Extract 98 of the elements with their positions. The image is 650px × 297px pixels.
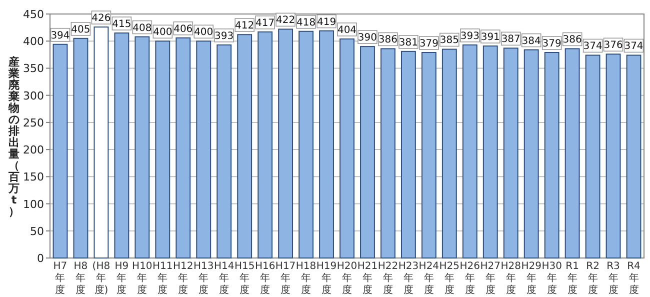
x-tick-label: H8年度: [74, 261, 88, 296]
y-tick-label: 350: [23, 62, 44, 76]
data-label: 379: [542, 38, 562, 50]
data-label: 374: [624, 41, 644, 52]
data-label: 408: [132, 22, 152, 34]
bar: [442, 48, 457, 258]
bar: [114, 32, 130, 258]
bar: [585, 54, 600, 258]
data-label: 393: [460, 30, 480, 42]
x-tick-label: H22年度: [378, 261, 398, 296]
x-tick-label: H9年度: [114, 261, 129, 296]
bar: [626, 54, 642, 258]
bar: [94, 26, 109, 258]
bar: [606, 54, 621, 258]
x-tick-label: H27年度: [480, 261, 501, 296]
bar: [319, 30, 334, 258]
data-label: 376: [604, 40, 623, 52]
data-label: 381: [398, 37, 418, 48]
bar: [462, 44, 478, 258]
data-label: 405: [71, 24, 90, 36]
x-tick-label: R2年度: [586, 261, 600, 296]
x-tick-label: H19年度: [316, 261, 337, 296]
x-tick-label: H14年度: [214, 261, 234, 296]
bar: [258, 31, 273, 258]
data-label: 426: [92, 13, 111, 24]
x-tick-label: H29年度: [521, 261, 542, 296]
y-tick-label: 0: [37, 252, 44, 265]
bar: [278, 28, 294, 258]
data-label: 391: [480, 32, 500, 43]
data-label: 422: [276, 15, 296, 26]
x-tick-label: H30年度: [542, 261, 562, 296]
bar: [400, 50, 416, 258]
x-tick-label: H21年度: [357, 261, 378, 296]
data-label: 390: [358, 32, 378, 44]
x-tick-label: H11年度: [152, 261, 173, 296]
data-label: 384: [522, 36, 541, 47]
y-tick-label: 100: [23, 198, 44, 211]
bar: [503, 48, 518, 258]
data-label: 386: [378, 34, 398, 46]
bar: [524, 49, 539, 258]
x-tick-label: H12年度: [173, 261, 194, 296]
x-tick-label: H16年度: [254, 261, 276, 296]
data-label: 385: [440, 35, 459, 46]
y-tick-label: 250: [23, 116, 44, 130]
bar: [482, 45, 498, 258]
y-tick-label: 300: [23, 89, 44, 102]
y-tick-label: 450: [23, 8, 44, 21]
data-label: 400: [194, 27, 214, 38]
data-label: 400: [153, 27, 172, 38]
x-tick-label: R3年度: [606, 261, 620, 296]
bar: [134, 36, 150, 258]
data-label: 415: [112, 18, 132, 30]
x-tick-label: H20年度: [336, 261, 358, 296]
text: 産業廃棄物の排出量（百万t）: [8, 55, 20, 218]
data-label: 374: [583, 41, 602, 52]
x-tick-label: H13年度: [193, 261, 214, 296]
bar: [298, 30, 314, 258]
x-tick-label: H25年度: [439, 261, 460, 296]
x-tick-label: R4年度: [627, 261, 640, 296]
bar: [196, 40, 212, 258]
data-label: 393: [214, 30, 234, 42]
bar: [176, 37, 191, 258]
bar: [52, 44, 68, 258]
data-label: 386: [562, 34, 582, 46]
bar: [237, 34, 252, 258]
bar: [544, 52, 560, 258]
data-label: 418: [296, 17, 316, 28]
data-label: 379: [419, 38, 438, 50]
x-tick-label: H26年度: [460, 261, 480, 296]
x-tick-label: H24年度: [418, 261, 440, 296]
bar: [340, 38, 354, 258]
bar: [155, 40, 170, 258]
data-label: 417: [256, 18, 275, 29]
bar: [380, 48, 396, 258]
x-tick-label: H17年度: [275, 261, 296, 296]
data-label: 404: [337, 24, 357, 36]
bar: [360, 46, 375, 258]
data-label: 419: [316, 16, 336, 28]
x-tick-label: H15年度: [234, 261, 255, 296]
data-label: 387: [501, 34, 520, 46]
x-tick-label: H10年度: [132, 261, 152, 296]
x-tick-label: H18年度: [296, 261, 316, 296]
x-tick-label: H23年度: [398, 261, 419, 296]
data-label: 406: [174, 24, 193, 35]
y-tick-label: 200: [23, 144, 44, 157]
bar: [73, 38, 88, 258]
x-tick-label: H7年度: [53, 261, 68, 296]
y-tick-label: 400: [23, 35, 44, 48]
y-tick-label: 150: [23, 170, 44, 184]
x-tick-label: R1年度: [566, 261, 579, 296]
bar: [564, 48, 580, 258]
y-tick-label: 50: [30, 224, 44, 238]
x-tick-label: H28年度: [500, 261, 521, 296]
x-tick-label: (H8年度): [92, 261, 110, 296]
data-label: 394: [50, 30, 70, 42]
bar: [216, 44, 232, 258]
bar: [421, 52, 436, 258]
data-label: 412: [235, 20, 254, 32]
